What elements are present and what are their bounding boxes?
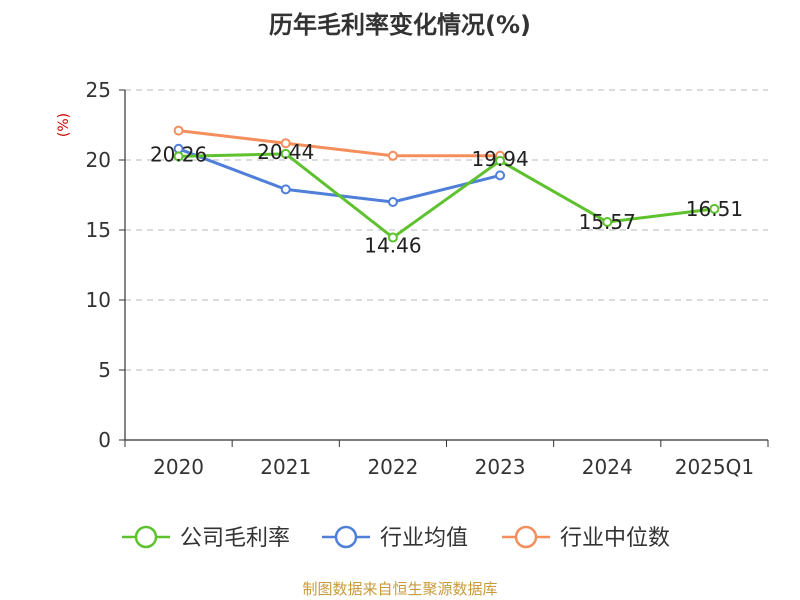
data-point[interactable]	[495, 155, 506, 166]
legend-marker	[514, 525, 538, 549]
x-axis: 2020 2021 2022 2023 2024 2025Q1	[124, 440, 769, 479]
data-label: 14.46	[364, 234, 421, 258]
x-tick-label: 2023	[475, 455, 526, 479]
y-tick-label: 0	[98, 428, 111, 452]
series-layer	[173, 125, 720, 243]
legend-item-2[interactable]: 行业中位数	[502, 525, 670, 551]
grid-lines	[125, 89, 768, 371]
y-axis: 0 5 10 15 20 25	[86, 78, 125, 452]
y-tick-label: 25	[86, 78, 111, 102]
y-tick-label: 15	[86, 218, 111, 242]
data-labels: 20.26 20.44 14.46 19.94 15.57 16.51	[150, 140, 743, 258]
legend[interactable]: 公司毛利率 行业均值 行业中位数	[122, 525, 670, 551]
legend-marker	[134, 525, 158, 549]
data-label: 20.26	[150, 142, 207, 166]
y-tick-label: 20	[86, 148, 111, 172]
data-point[interactable]	[280, 184, 291, 195]
x-tick-label: 2025Q1	[675, 455, 754, 479]
data-point[interactable]	[709, 203, 720, 214]
data-label: 16.51	[686, 197, 743, 221]
legend-item-0[interactable]: 公司毛利率	[122, 525, 290, 551]
data-point[interactable]	[602, 217, 613, 228]
data-label: 19.94	[471, 147, 528, 171]
legend-label: 公司毛利率	[180, 526, 290, 551]
x-tick-label: 2021	[260, 455, 311, 479]
series-2	[173, 125, 506, 161]
series-line	[178, 152, 715, 240]
axes	[124, 90, 768, 441]
legend-label: 行业均值	[380, 526, 468, 551]
source-note: 制图数据来自恒生聚源数据库	[302, 580, 497, 598]
chart-title: 历年毛利率变化情况(%)	[269, 11, 531, 39]
data-point[interactable]	[280, 138, 291, 149]
series-0	[173, 148, 720, 243]
data-point[interactable]	[387, 232, 398, 243]
data-point[interactable]	[280, 148, 291, 159]
y-tick-label: 10	[86, 288, 111, 312]
data-point[interactable]	[387, 197, 398, 207]
data-point[interactable]	[173, 151, 184, 162]
y-tick-label: 5	[98, 358, 111, 382]
x-tick-label: 2022	[367, 455, 418, 479]
data-point[interactable]	[173, 125, 184, 136]
data-point[interactable]	[387, 150, 398, 161]
data-label: 15.57	[579, 210, 636, 234]
legend-item-1[interactable]: 行业均值	[322, 525, 468, 551]
legend-label: 行业中位数	[560, 526, 670, 551]
legend-marker	[334, 525, 358, 549]
data-label: 20.44	[257, 140, 314, 164]
x-tick-label: 2024	[582, 455, 633, 479]
x-tick-label: 2020	[153, 455, 204, 479]
series-line	[178, 129, 501, 158]
y-axis-unit: (%)	[56, 113, 72, 137]
data-point[interactable]	[495, 170, 506, 181]
